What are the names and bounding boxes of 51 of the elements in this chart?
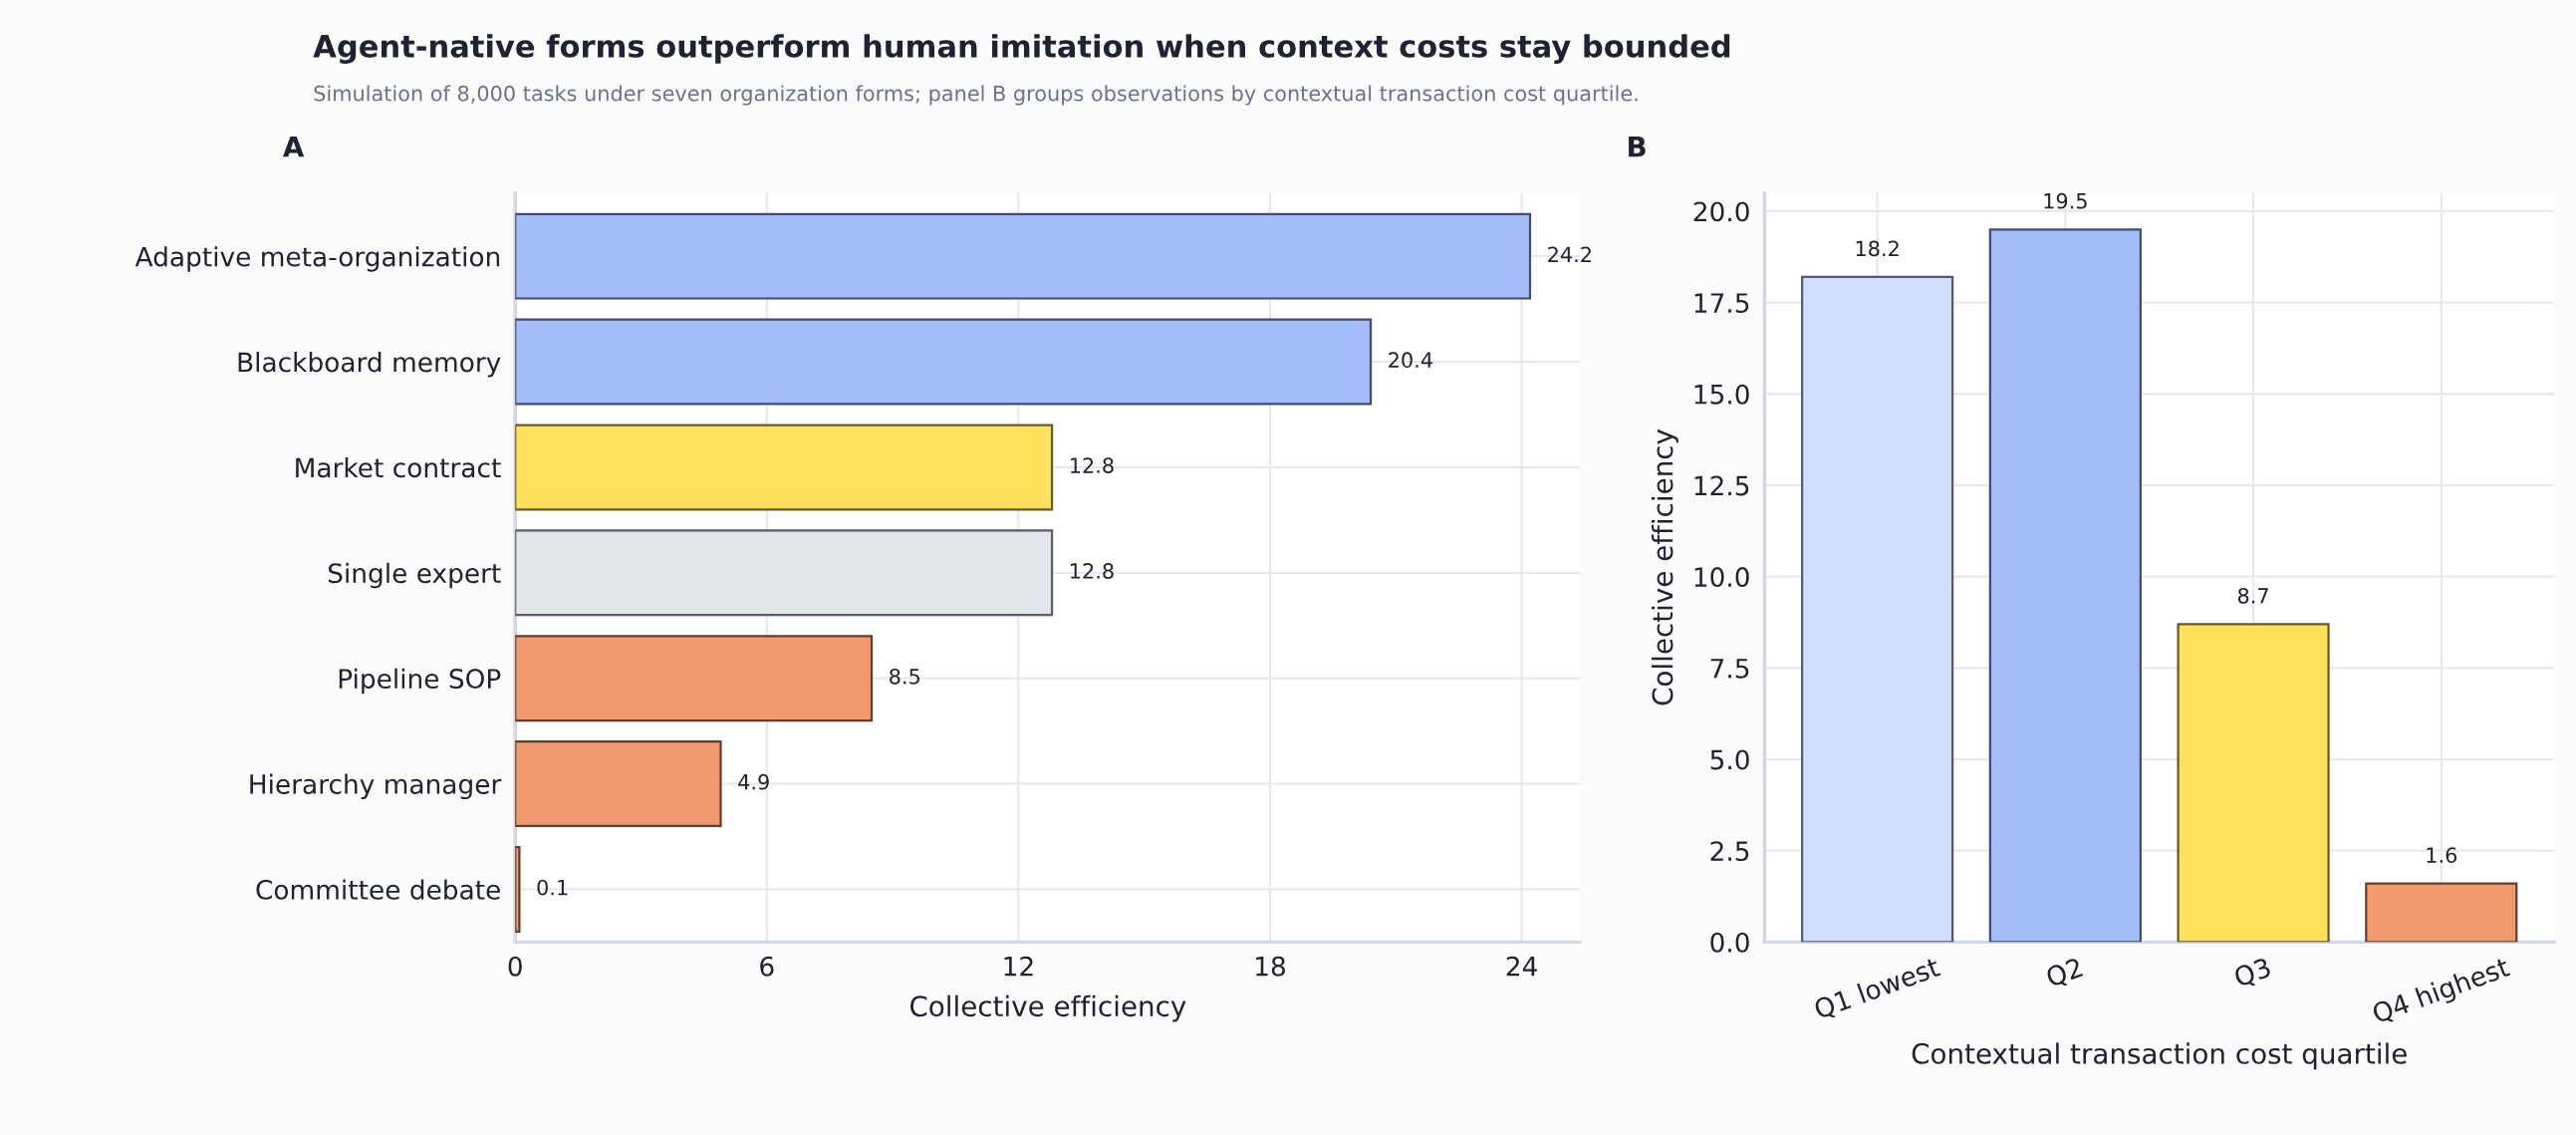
- bar: [1801, 275, 1954, 943]
- data-label: 0.1: [537, 879, 568, 896]
- bar: [515, 635, 874, 722]
- x-tick-label: Q2: [2044, 957, 2085, 991]
- x-axis-title: Contextual transaction cost quartile: [1912, 1042, 2407, 1070]
- y-tick-label: 7.5: [1710, 659, 1749, 679]
- y-tick-label: Adaptive meta-organization: [134, 246, 500, 272]
- data-label: 19.5: [2044, 192, 2087, 209]
- data-label: 12.8: [1071, 457, 1114, 473]
- bar: [515, 845, 521, 933]
- bar: [515, 424, 1054, 511]
- bar: [2177, 623, 2330, 943]
- y-tick-label: 20.0: [1693, 201, 1749, 222]
- y-tick-label: Pipeline SOP: [339, 668, 501, 695]
- y-tick-label: 17.5: [1694, 293, 1749, 314]
- data-label: 8.7: [2237, 587, 2268, 604]
- x-tick-label: 0: [508, 956, 522, 977]
- y-tick-label: Single expert: [328, 562, 501, 589]
- x-tick-label: 18: [1256, 956, 1285, 977]
- data-label: 8.5: [890, 668, 920, 685]
- data-label: 12.8: [1071, 563, 1114, 579]
- bar: [515, 318, 1373, 406]
- x-axis-title: Collective efficiency: [909, 994, 1186, 1022]
- y-tick-label: Committee debate: [256, 879, 500, 900]
- y-tick-label: Hierarchy manager: [250, 773, 502, 800]
- bar: [515, 212, 1532, 300]
- bar: [515, 740, 722, 828]
- y-tick-label: Blackboard memory: [238, 352, 501, 378]
- y-tick-label: 15.0: [1694, 384, 1749, 405]
- chart-title: Agent-native forms outperform human imitation when context costs stay bounded: [313, 34, 1730, 64]
- y-tick-label: 12.5: [1694, 475, 1749, 496]
- y-tick-label: 0.0: [1710, 932, 1749, 953]
- data-label: 24.2: [1548, 246, 1591, 262]
- data-label: 20.4: [1389, 352, 1432, 369]
- x-tick-label: 24: [1506, 956, 1537, 977]
- y-axis-title: Collective efficiency: [1651, 428, 1678, 706]
- y-tick-label: 10.0: [1694, 567, 1749, 588]
- y-tick-label: 5.0: [1710, 749, 1749, 770]
- bar: [1988, 228, 2142, 943]
- data-label: 4.9: [738, 773, 769, 790]
- y-tick-label: Market contract: [296, 456, 501, 478]
- x-tick-label: 6: [760, 956, 774, 977]
- text: B: [1629, 137, 1646, 157]
- data-label: 1.6: [2427, 847, 2457, 863]
- bar: [2365, 882, 2518, 943]
- text: A: [283, 137, 305, 157]
- data-label: 18.2: [1856, 240, 1899, 257]
- x-tick-label: 12: [1004, 956, 1033, 977]
- y-tick-label: 2.5: [1710, 841, 1749, 862]
- x-tick-label: Q3: [2232, 957, 2273, 991]
- chart-subtitle: Simulation of 8,000 tasks under seven organization forms; panel B groups observations by contextual transaction cost quartile.: [314, 85, 1638, 106]
